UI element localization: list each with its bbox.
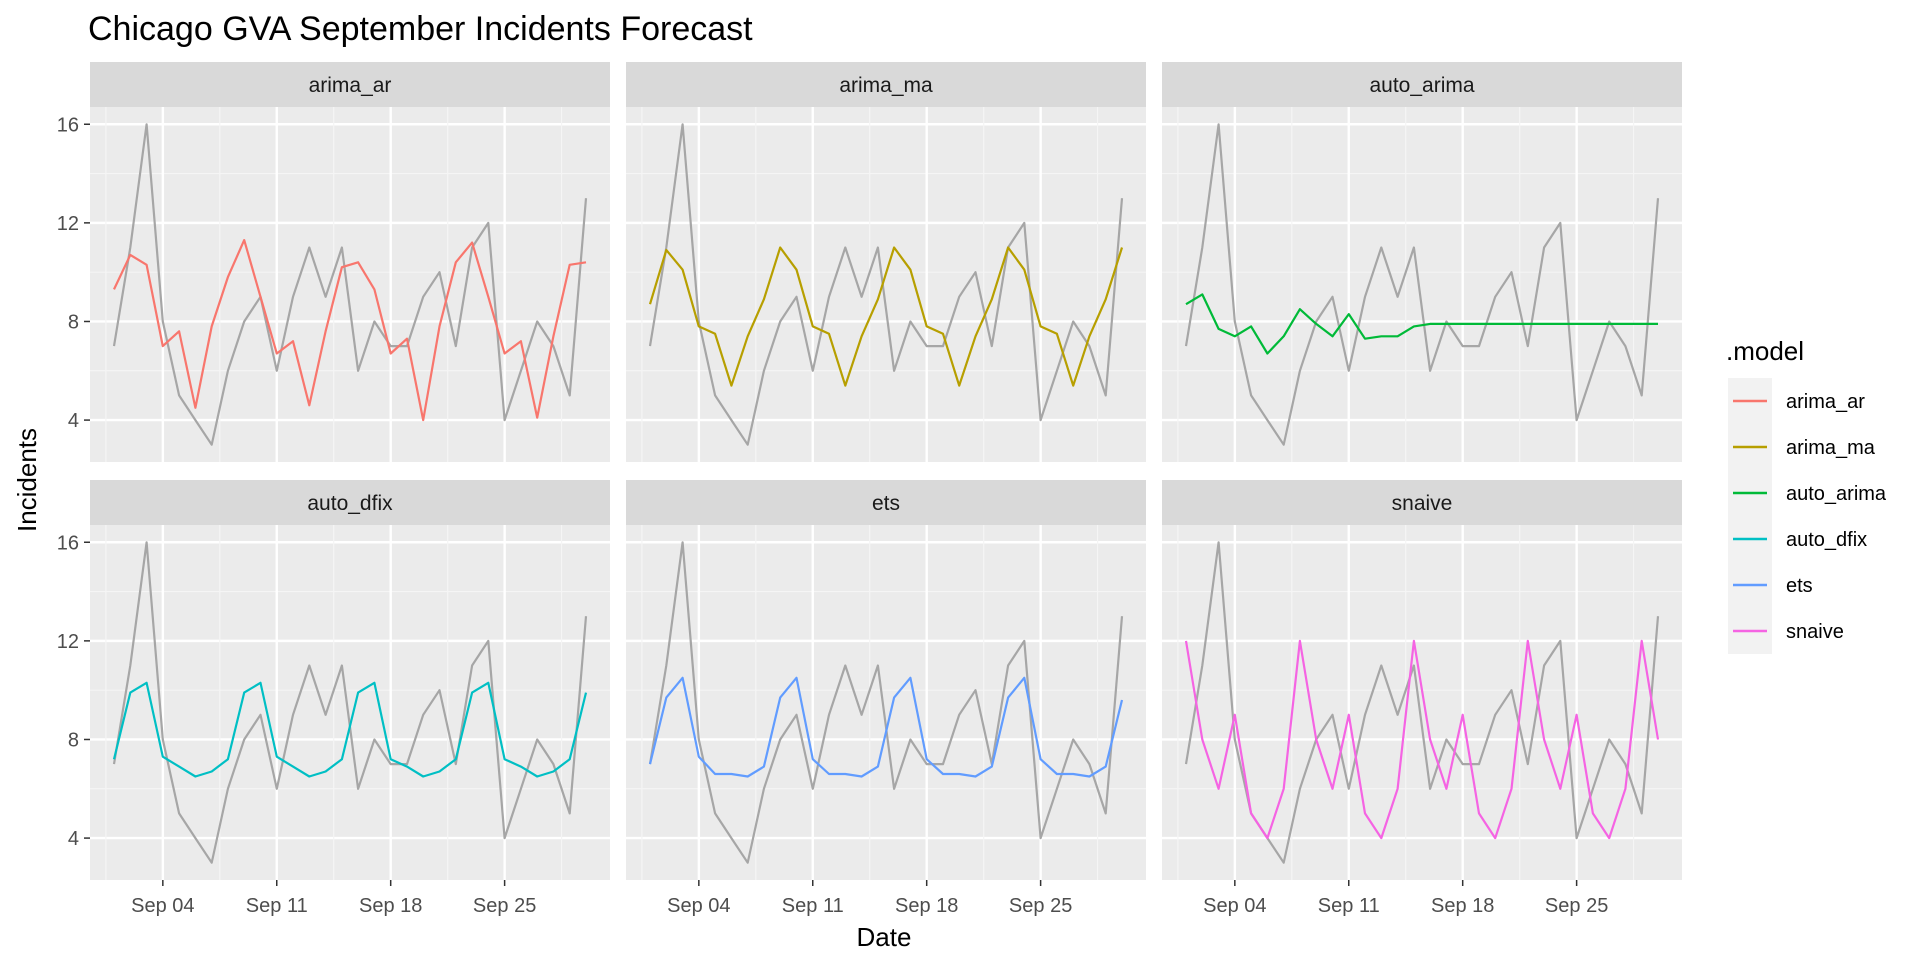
facet-panel-arima_ma: arima_ma <box>626 62 1146 462</box>
facet-strip-label: arima_ma <box>839 74 933 97</box>
x-tick-label: Sep 18 <box>895 895 958 917</box>
legend-label: ets <box>1786 575 1813 597</box>
x-tick-label: Sep 04 <box>131 895 194 917</box>
y-axis-title: Incidents <box>12 428 42 532</box>
panel-background <box>626 107 1146 462</box>
facet-strip <box>1162 62 1682 107</box>
facet-strip <box>626 480 1146 525</box>
x-tick-label: Sep 04 <box>1203 895 1266 917</box>
legend: .model arima_ar arima_ma auto_arima auto_dfi… <box>1726 336 1887 654</box>
x-tick-label: Sep 11 <box>782 895 844 917</box>
facet-panel-arima_ar: arima_ar 4 8 12 16 <box>57 62 610 462</box>
forecast-series-line-ets <box>648 676 1124 778</box>
legend-label: snaive <box>1786 621 1844 643</box>
x-tick-label: Sep 25 <box>1545 895 1608 917</box>
panel-background <box>626 525 1146 880</box>
forecast-series-line-auto_dfix <box>112 681 588 778</box>
legend-label: arima_ar <box>1786 391 1865 413</box>
legend-label: arima_ma <box>1786 437 1876 459</box>
x-tick-label: Sep 18 <box>359 895 422 917</box>
facet-strip-label: auto_dfix <box>307 492 393 515</box>
facet-panel-snaive: snaive Sep 04 Sep 11 Sep 18 Sep 25 <box>1162 480 1682 917</box>
actual-series-line <box>648 541 1124 864</box>
facet-strip <box>1162 480 1682 525</box>
x-tick-label: Sep 25 <box>1009 895 1072 917</box>
facet-strip <box>90 480 610 525</box>
x-tick-label: Sep 04 <box>667 895 730 917</box>
y-tick-label: 4 <box>68 828 79 850</box>
facet-strip-label: auto_arima <box>1369 74 1474 97</box>
legend-title: .model <box>1726 336 1804 366</box>
y-tick-label: 12 <box>57 631 79 653</box>
facet-strip-label: arima_ar <box>309 74 392 97</box>
facet-strip <box>90 62 610 107</box>
legend-label: auto_arima <box>1786 483 1887 505</box>
y-tick-label: 12 <box>57 213 79 235</box>
panel-background <box>90 107 610 462</box>
facet-strip-label: snaive <box>1392 492 1453 515</box>
panel-background <box>1162 107 1682 462</box>
panel-background <box>90 525 610 880</box>
panel-background <box>1162 525 1682 880</box>
x-tick-label: Sep 11 <box>246 895 308 917</box>
x-tick-label: Sep 25 <box>473 895 536 917</box>
forecast-series-line-auto_arima <box>1185 293 1658 355</box>
facet-panel-auto_dfix: auto_dfix 4 8 12 16 Sep 04 Sep 11 Sep 18 Sep 25 <box>57 480 610 917</box>
y-tick-label: 16 <box>57 532 79 554</box>
actual-series-line <box>648 123 1124 446</box>
facet-strip <box>626 62 1146 107</box>
facet-panel-auto_arima: auto_arima <box>1162 62 1682 462</box>
x-tick-label: Sep 18 <box>1431 895 1494 917</box>
actual-series-line <box>1184 123 1660 446</box>
facet-panel-ets: ets Sep 04 Sep 11 Sep 18 Sep 25 <box>626 480 1146 917</box>
facet-strip-label: ets <box>872 492 900 515</box>
forecast-series-line-arima_ar <box>113 239 587 422</box>
y-tick-label: 16 <box>57 114 79 136</box>
chart-title: Chicago GVA September Incidents Forecast <box>88 10 753 48</box>
y-tick-label: 4 <box>68 410 79 432</box>
legend-label: auto_dfix <box>1786 529 1867 551</box>
forecast-series-line-snaive <box>1184 639 1660 840</box>
y-tick-label: 8 <box>68 729 79 751</box>
y-tick-label: 8 <box>68 311 79 333</box>
actual-series-line <box>112 123 588 446</box>
x-axis-title: Date <box>857 922 912 952</box>
x-tick-label: Sep 11 <box>1318 895 1380 917</box>
forecast-series-line-arima_ma <box>648 246 1124 387</box>
